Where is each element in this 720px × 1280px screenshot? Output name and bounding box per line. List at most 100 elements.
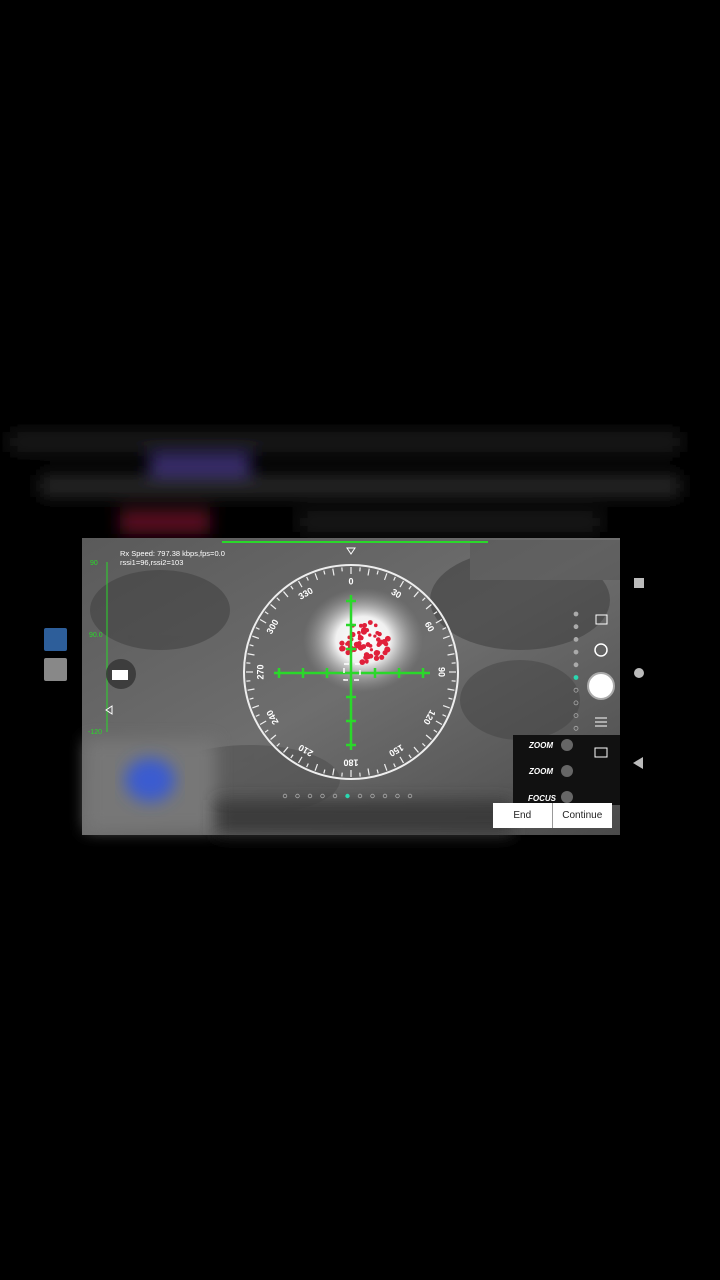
thermal-point xyxy=(363,652,370,658)
control-dots xyxy=(573,611,579,769)
compass-tick xyxy=(399,580,405,588)
playback-button[interactable] xyxy=(594,747,608,758)
lock-button[interactable] xyxy=(44,628,67,651)
compass-tick xyxy=(314,763,319,771)
compass-tick xyxy=(283,591,289,598)
page-dot xyxy=(407,793,413,799)
thermal-point xyxy=(375,637,381,642)
dialog: End Continue xyxy=(493,803,612,828)
control-dot xyxy=(573,611,579,617)
compass-tick xyxy=(264,729,269,733)
compass-label: 180 xyxy=(343,758,358,768)
compass-tick xyxy=(447,688,455,691)
compass-tick xyxy=(297,756,303,764)
compass-tick xyxy=(259,720,267,726)
compass-label: 270 xyxy=(255,664,265,679)
shutter-button[interactable] xyxy=(587,672,615,700)
control-dot xyxy=(573,687,579,693)
compass-tick xyxy=(290,585,294,590)
focus-button[interactable] xyxy=(561,791,573,803)
compass-tick xyxy=(283,746,289,753)
control-dot xyxy=(573,725,579,731)
page-dot xyxy=(382,793,388,799)
compass-tick xyxy=(435,720,443,726)
compass-tick xyxy=(306,763,309,768)
compass-tick xyxy=(383,573,388,581)
compass-tick xyxy=(247,653,255,656)
end-button[interactable]: End xyxy=(493,803,553,828)
compass-tick xyxy=(323,570,326,575)
compass-tick xyxy=(408,754,412,759)
compass-tick xyxy=(247,688,255,691)
thermal-point xyxy=(367,620,373,625)
thermal-point xyxy=(377,631,382,637)
thermal-point xyxy=(358,623,363,628)
gallery-button[interactable] xyxy=(595,614,608,625)
compass-tick xyxy=(249,644,254,647)
nav-home[interactable] xyxy=(634,668,644,678)
compass-ticks xyxy=(246,567,456,777)
compass-label: 60 xyxy=(423,620,437,634)
thermal-point xyxy=(377,641,382,647)
page-dot xyxy=(345,793,350,799)
rssi: rssi1=96,rssi2=103 xyxy=(120,558,183,567)
minimap-marker xyxy=(125,758,175,802)
compass-tick xyxy=(367,568,370,576)
gimbal-middle: 90.0 xyxy=(89,632,103,639)
compass-tick xyxy=(259,618,267,624)
thermal-point xyxy=(373,634,377,638)
compass-tick xyxy=(249,697,254,700)
thermal-point xyxy=(360,627,367,634)
compass-tick xyxy=(442,714,447,717)
compass-tick xyxy=(393,576,396,581)
thermal-point xyxy=(362,622,368,628)
compass-tick xyxy=(413,746,419,753)
compass-tick xyxy=(421,597,426,602)
thermal-point xyxy=(384,646,391,653)
switch-camera-button[interactable] xyxy=(594,643,608,657)
zoom-in-button[interactable] xyxy=(561,739,573,751)
target-box xyxy=(343,663,361,681)
nav-back[interactable] xyxy=(633,757,643,769)
control-dot xyxy=(573,662,579,668)
compass-tick xyxy=(323,769,326,774)
compass-tick xyxy=(448,697,453,700)
compass-tick xyxy=(252,635,260,640)
gimbal-bottom: -120 xyxy=(88,729,102,736)
zoom-in-label: ZOOM xyxy=(528,741,553,750)
compass-tick xyxy=(255,627,260,630)
gimbal-pointer xyxy=(105,705,113,715)
compass-tick xyxy=(270,604,277,610)
rx-speed: Rx Speed: 797.38 kbps,fps=0.0 xyxy=(120,549,225,558)
compass-tick xyxy=(425,734,432,740)
zoom-out-button[interactable] xyxy=(561,765,573,777)
blurred-header xyxy=(10,432,680,534)
page-dot xyxy=(332,793,338,799)
nav-recents[interactable] xyxy=(634,578,644,588)
thermal-point xyxy=(356,641,362,646)
thermal-point xyxy=(361,644,367,650)
compass-tick xyxy=(435,618,443,624)
thermal-point xyxy=(383,651,388,656)
continue-button[interactable]: Continue xyxy=(562,810,603,821)
control-dot xyxy=(573,675,579,680)
focus-label: FOCUS xyxy=(528,794,557,803)
compass-tick xyxy=(270,734,277,740)
thermal-point xyxy=(373,623,378,628)
control-dot xyxy=(573,713,579,718)
page-dot xyxy=(295,793,300,799)
compass-tick xyxy=(276,742,281,747)
compass-tick xyxy=(433,729,438,733)
compass-ring xyxy=(243,564,459,780)
compass-tick xyxy=(425,604,432,610)
compass-tick xyxy=(252,704,260,709)
compass-tick xyxy=(306,576,309,581)
mute-button[interactable] xyxy=(44,658,67,681)
zoom-out-label: ZOOM xyxy=(528,767,553,776)
settings-button[interactable] xyxy=(595,717,607,727)
compass-tick xyxy=(448,644,453,647)
compass-tick xyxy=(433,611,438,615)
thermal-point xyxy=(357,636,363,641)
